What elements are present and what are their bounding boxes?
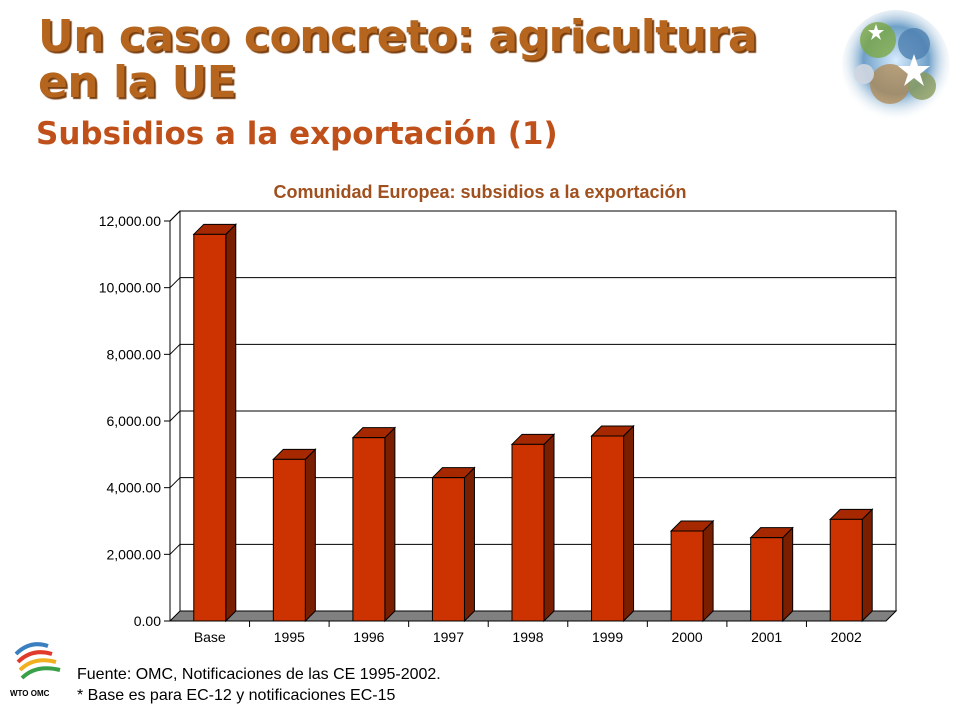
x-tick-label: 1995 bbox=[274, 629, 305, 645]
x-tick-label: Base bbox=[194, 629, 226, 645]
y-tick-label: 4,000.00 bbox=[107, 480, 162, 496]
x-tick-label: 2002 bbox=[831, 629, 862, 645]
bar-side bbox=[225, 223, 237, 623]
x-tick-label: 1997 bbox=[433, 629, 464, 645]
bar-chart: 0.00 2,000.00 4,000.00 6,000.00 8,000.00 10,0… bbox=[99, 210, 898, 645]
x-tick-label: 1996 bbox=[353, 629, 384, 645]
bar-1997 bbox=[431, 466, 476, 623]
bar-Base bbox=[192, 223, 237, 623]
gridline-depth bbox=[169, 410, 181, 422]
globe-collage-icon bbox=[842, 10, 950, 122]
bars bbox=[192, 223, 874, 623]
bar-2000 bbox=[669, 519, 715, 623]
y-axis-depth bbox=[169, 210, 181, 222]
bar-front bbox=[829, 518, 863, 622]
bar-side bbox=[543, 433, 555, 623]
bar-side bbox=[861, 508, 873, 623]
bar-front bbox=[670, 530, 704, 622]
x-axis-ticks: Base 1995 1996 1997 1998 1999 2000 2001 2002 bbox=[170, 620, 886, 645]
bar-1995 bbox=[272, 448, 317, 623]
bar-front bbox=[272, 458, 306, 622]
source-note: Fuente: OMC, Notificaciones de las CE 19… bbox=[77, 664, 441, 706]
slide-subtitle: Subsidios a la exportación (1) bbox=[36, 116, 558, 152]
bar-2001 bbox=[749, 526, 794, 623]
bar-front bbox=[511, 443, 545, 622]
y-tick-label: 10,000.00 bbox=[99, 280, 161, 296]
bar-front bbox=[750, 537, 784, 622]
bar-side bbox=[702, 519, 714, 623]
gridline-depth bbox=[169, 543, 181, 555]
bar-front bbox=[431, 477, 465, 622]
bar-1996 bbox=[351, 426, 397, 623]
y-tick-label: 12,000.00 bbox=[99, 213, 161, 229]
wto-logo-icon: WTO OMC bbox=[10, 642, 61, 698]
gridline-depth bbox=[169, 277, 181, 289]
bar-side bbox=[463, 466, 475, 623]
y-tick-label: 2,000.00 bbox=[107, 546, 162, 562]
y-tick-label: 6,000.00 bbox=[107, 413, 162, 429]
y-axis-ticks: 0.00 2,000.00 4,000.00 6,000.00 8,000.00 10,0… bbox=[99, 213, 170, 629]
bar-1999 bbox=[590, 424, 635, 623]
chart-title: Comunidad Europea: subsidios a la export… bbox=[273, 182, 687, 202]
gridline-depth bbox=[169, 477, 181, 489]
bar-front bbox=[591, 435, 625, 622]
bar-front bbox=[193, 233, 227, 622]
bar-2002 bbox=[829, 508, 874, 623]
bar-side bbox=[304, 448, 316, 623]
slide-title-line1: Un caso concreto: agricultura bbox=[38, 11, 758, 62]
wto-label: WTO OMC bbox=[10, 689, 50, 698]
slide-title: Un caso concreto: agricultura en la UE bbox=[38, 11, 758, 108]
bar-side bbox=[623, 424, 635, 623]
bar-1998 bbox=[510, 433, 556, 623]
base-note: * Base es para EC-12 y notificaciones EC… bbox=[77, 687, 396, 704]
source-text: Fuente: OMC, Notificaciones de las CE 19… bbox=[77, 666, 441, 683]
x-tick-label: 1999 bbox=[592, 629, 623, 645]
bar-side bbox=[384, 426, 396, 623]
x-tick-label: 2000 bbox=[672, 629, 703, 645]
slide-title-line2: en la UE bbox=[38, 57, 237, 108]
bar-side bbox=[782, 526, 794, 623]
bar-front bbox=[352, 437, 386, 622]
y-tick-label: 0.00 bbox=[134, 613, 161, 629]
y-tick-label: 8,000.00 bbox=[107, 346, 162, 362]
x-tick-label: 1998 bbox=[512, 629, 543, 645]
x-tick-label: 2001 bbox=[751, 629, 782, 645]
gridline-depth bbox=[169, 343, 181, 355]
